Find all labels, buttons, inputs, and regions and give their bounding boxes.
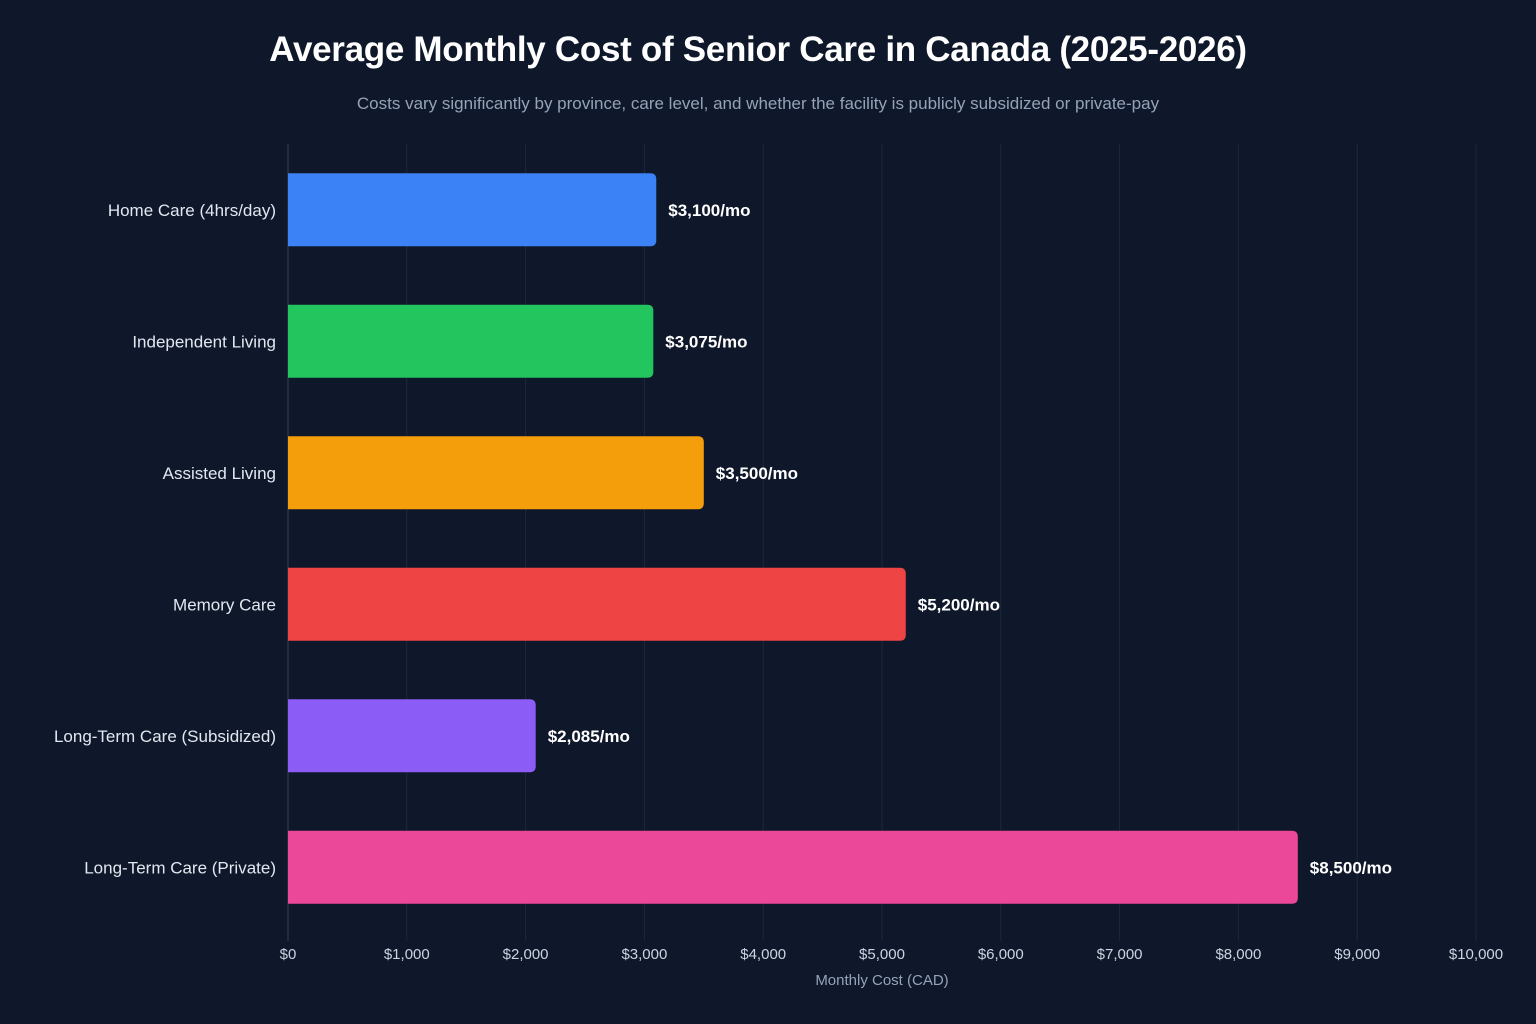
bar [288, 436, 704, 510]
bar [288, 699, 536, 773]
category-label: Long-Term Care (Subsidized) [54, 727, 276, 746]
x-tick-label: $2,000 [503, 946, 549, 963]
x-tick-label: $3,000 [621, 946, 667, 963]
x-axis-title: Monthly Cost (CAD) [815, 972, 948, 989]
gridlines [287, 144, 1477, 941]
category-label: Home Care (4hrs/day) [108, 201, 276, 220]
category-label: Long-Term Care (Private) [84, 858, 276, 877]
bars [288, 173, 1298, 904]
category-label: Memory Care [173, 595, 276, 614]
value-label: $3,100/mo [668, 201, 750, 220]
x-tick-label: $4,000 [740, 946, 786, 963]
bar [288, 173, 657, 247]
x-tick-label: $8,000 [1215, 946, 1261, 963]
bar [288, 567, 906, 641]
value-labels: $3,100/mo $3,075/mo $3,500/mo $5,200/mo $2,0… [548, 201, 1392, 878]
category-label: Assisted Living [163, 464, 276, 483]
chart-subtitle: Costs vary significantly by province, ca… [356, 94, 1160, 113]
value-label: $5,200/mo [918, 595, 1000, 614]
x-tick-label: $0 [280, 946, 297, 963]
x-tick-labels: $0 $1,000 $2,000 $3,000 $4,000 $5,000 $6,000 $7… [280, 946, 1503, 963]
value-label: $3,075/mo [665, 332, 747, 351]
value-label: $2,085/mo [548, 727, 630, 746]
value-label: $8,500/mo [1310, 858, 1392, 877]
bar [288, 830, 1298, 904]
x-tick-label: $10,000 [1449, 946, 1503, 963]
category-label: Independent Living [132, 332, 276, 351]
category-labels: Home Care (4hrs/day) Independent Living As… [54, 201, 276, 878]
value-label: $3,500/mo [716, 464, 798, 483]
x-tick-label: $9,000 [1334, 946, 1380, 963]
x-tick-label: $6,000 [978, 946, 1024, 963]
x-tick-label: $7,000 [1097, 946, 1143, 963]
x-tick-label: $5,000 [859, 946, 905, 963]
chart-title: Average Monthly Cost of Senior Care in C… [269, 30, 1247, 69]
bar [288, 304, 654, 378]
x-tick-label: $1,000 [384, 946, 430, 963]
